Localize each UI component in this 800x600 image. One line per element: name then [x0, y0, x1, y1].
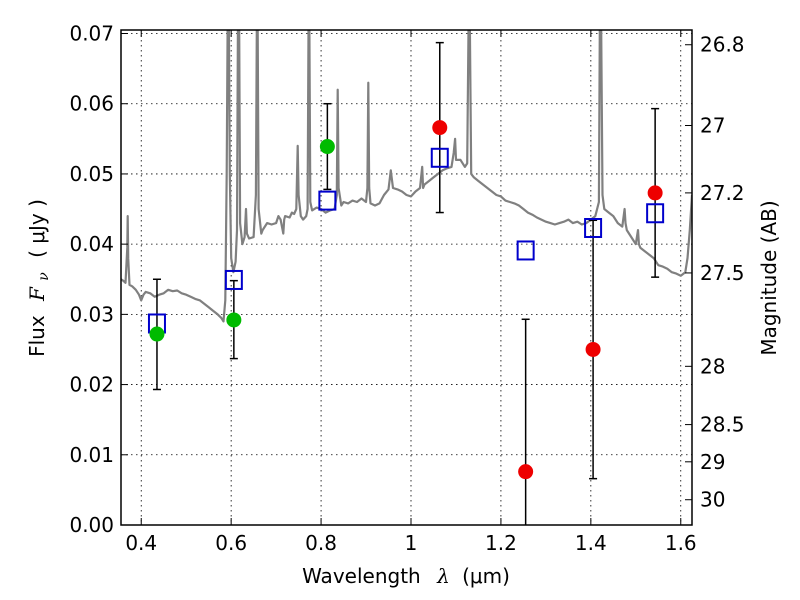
- model-flux-square: [646, 203, 665, 224]
- y-tick-label: 0.07: [69, 22, 114, 46]
- x-tick-label: 0.6: [215, 531, 247, 555]
- x-tick-label: 1.6: [665, 531, 697, 555]
- x-tick-label: 1.2: [485, 531, 517, 555]
- red-data-point: [647, 185, 663, 201]
- x-axis-label-text: Wavelength: [302, 564, 421, 588]
- x-axis-label-unit: (μm): [462, 564, 510, 588]
- y-axis-label: Flux F ν ( μJy ): [25, 199, 53, 357]
- y-tick-label: 0.01: [69, 443, 114, 467]
- green-data-point: [319, 139, 335, 155]
- model-flux-square: [224, 269, 243, 290]
- y-axis-label-text: Flux: [25, 315, 49, 357]
- y-tick-label: 0.03: [69, 302, 114, 326]
- x-tick-label: 0.4: [125, 531, 157, 555]
- magnitude-tick-label: 27.2: [700, 181, 745, 205]
- magnitude-tick-label: 28.5: [700, 413, 745, 437]
- secondary-y-axis-label: Magnitude (AB): [757, 200, 781, 355]
- y-axis-label-symbol: F: [25, 286, 49, 302]
- model-flux-square: [318, 190, 337, 211]
- y-axis-label-subscript: ν: [36, 272, 52, 281]
- red-data-point: [585, 341, 601, 357]
- magnitude-tick-label: 28: [700, 354, 725, 378]
- x-axis-label-symbol: λ: [436, 564, 450, 588]
- x-axis-ticks: 0.4 0.6 0.8 1 1.2 1.4 1.6: [125, 30, 697, 555]
- x-tick-label: 1.4: [575, 531, 607, 555]
- y-axis-label-unit: ( μJy ): [25, 199, 49, 258]
- x-tick-label: 1: [405, 531, 418, 555]
- magnitude-tick-label: 29: [700, 450, 725, 474]
- model-flux-square: [430, 147, 449, 168]
- magnitude-tick-label: 27.5: [700, 261, 745, 285]
- y-tick-label: 0.04: [69, 232, 114, 256]
- x-axis-label: Wavelength λ (μm): [302, 564, 510, 588]
- magnitude-tick-label: 26.8: [700, 33, 745, 57]
- magnitude-tick-label: 30: [700, 488, 725, 512]
- marker-layer: [147, 120, 665, 480]
- red-data-point: [432, 120, 448, 136]
- y-tick-label: 0.06: [69, 92, 114, 116]
- y-tick-label: 0.02: [69, 373, 114, 397]
- y-tick-label: 0.05: [69, 162, 114, 186]
- magnitude-axis-ticks: 26.8 27 27.2 27.5 28 28.5 29 30: [685, 33, 745, 512]
- model-flux-square: [584, 218, 603, 238]
- green-data-point: [226, 312, 242, 328]
- plot-background: [121, 30, 692, 525]
- y-tick-label: 0.00: [69, 513, 114, 537]
- x-tick-label: 0.8: [305, 531, 337, 555]
- plot-frame: [120, 29, 693, 526]
- y-axis-ticks: 0.00 0.01 0.02 0.03 0.04 0.05 0.06 0.07: [69, 22, 128, 537]
- green-data-point: [149, 326, 165, 342]
- red-data-point: [518, 464, 534, 480]
- model-flux-square: [516, 240, 535, 261]
- magnitude-tick-label: 27: [700, 113, 725, 137]
